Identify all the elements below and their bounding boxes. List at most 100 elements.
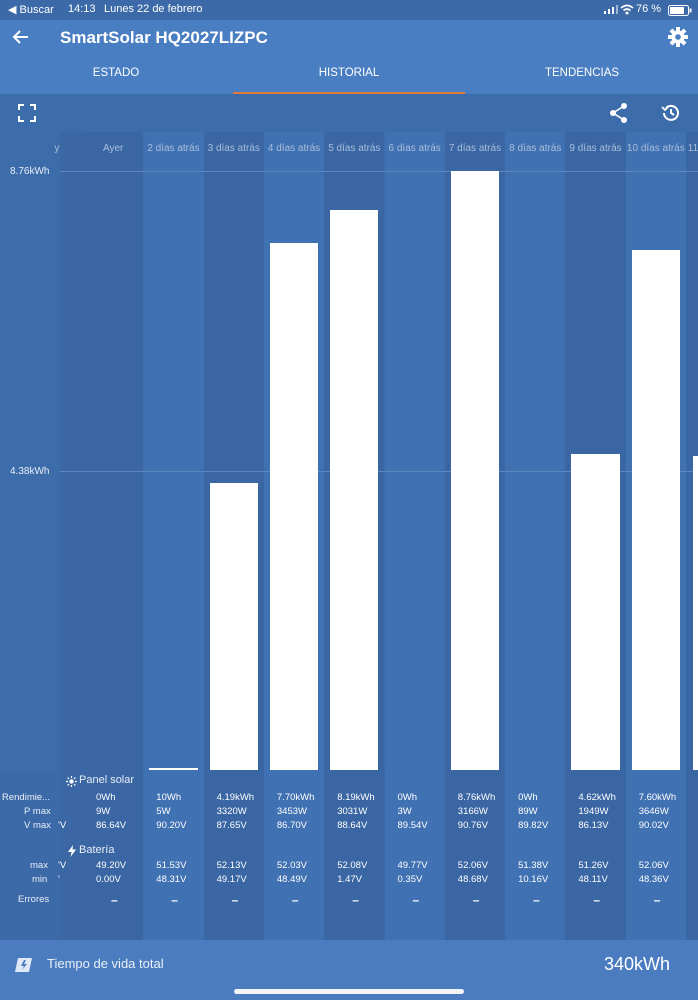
page-title: SmartSolar HQ2027LIZPC — [60, 28, 268, 47]
partial-bar — [693, 456, 698, 770]
history-icon[interactable] — [660, 102, 682, 124]
cell-bat-min: 1.47V — [337, 874, 363, 885]
bar[interactable] — [571, 454, 620, 770]
cell-rendimiento: 7.60kWh — [638, 792, 677, 803]
sun-icon — [66, 774, 77, 792]
column-bg — [505, 132, 566, 940]
bateria-label: Batería — [79, 844, 115, 856]
column-header[interactable]: 4 días atrás — [267, 143, 321, 154]
cell-rendimiento: 8.76kWh — [457, 792, 496, 803]
partial-cell: 'V — [58, 820, 67, 831]
home-indicator[interactable] — [234, 989, 464, 994]
row-label-pmax: P max — [24, 806, 51, 817]
cell-rendimiento: 0Wh — [96, 792, 116, 803]
tab-tendencias[interactable]: TENDENCIAS — [544, 67, 620, 79]
column-bg — [384, 132, 445, 940]
cell-bat-max: 52.08V — [337, 860, 368, 871]
column-header[interactable]: 3 días atrás — [207, 143, 260, 154]
cell-errores: – — [171, 893, 178, 907]
cell-pmax: 3646W — [638, 806, 669, 817]
wifi-icon — [620, 4, 634, 18]
cell-pmax: 3320W — [216, 806, 247, 817]
battery-percent: 76 % — [636, 3, 662, 15]
cell-vmax: 89.82V — [518, 820, 549, 831]
row-label-max: max — [30, 860, 48, 871]
partial-cell: 'V — [58, 860, 67, 871]
column-header[interactable]: 2 días atrás — [147, 143, 200, 154]
cell-bat-max: 52.13V — [216, 860, 247, 871]
column-header[interactable]: 10 días atrás — [626, 143, 685, 154]
cell-bat-min: 48.11V — [578, 874, 608, 885]
cell-vmax: 86.13V — [578, 820, 609, 831]
cell-bat-max: 51.26V — [578, 860, 609, 871]
y-tick-label: 4.38kWh — [10, 466, 50, 477]
bar[interactable] — [450, 171, 500, 770]
column-bg-partial — [60, 132, 83, 940]
cell-vmax: 90.02V — [638, 820, 669, 831]
column-header[interactable]: 9 días atrás — [569, 143, 622, 154]
cell-errores: – — [231, 893, 239, 907]
cell-bat-max: 49.20V — [96, 860, 127, 871]
gridline-mid — [60, 471, 698, 472]
cell-bat-max: 52.03V — [276, 860, 308, 871]
column-header[interactable]: 6 días atrás — [388, 143, 441, 154]
cell-bat-min: 48.68V — [457, 874, 488, 885]
cell-rendimiento: 10Wh — [156, 792, 182, 803]
cell-rendimiento: 0Wh — [397, 792, 418, 803]
column-header[interactable]: Ayer — [102, 143, 124, 154]
cell-pmax: 89W — [518, 806, 538, 817]
expand-icon[interactable] — [16, 102, 38, 124]
cell-errores: – — [533, 893, 540, 907]
tab-estado[interactable]: ESTADO — [92, 67, 140, 79]
app-bar: SmartSolar HQ2027LIZPC ESTADO HISTORIAL … — [0, 20, 698, 94]
column-header[interactable]: 8 días atrás — [509, 143, 562, 154]
cell-errores: – — [593, 893, 601, 907]
gear-icon[interactable] — [666, 25, 690, 49]
cell-rendimiento: 0Wh — [518, 792, 538, 803]
gridline-top — [60, 171, 698, 172]
share-icon[interactable] — [608, 102, 630, 124]
cell-rendimiento: 7.70kWh — [276, 792, 315, 803]
data-table: Panel solar Rendimie... P max V max 'V B… — [0, 772, 698, 940]
cell-vmax: 88.64V — [337, 820, 368, 831]
bar[interactable] — [631, 250, 680, 770]
cell-pmax: 3166W — [457, 806, 488, 817]
column-bg — [83, 132, 144, 940]
row-label-min: min — [32, 874, 48, 885]
cell-errores: – — [291, 893, 299, 907]
bar[interactable] — [149, 768, 198, 770]
solar-panel-icon — [14, 956, 34, 979]
status-date: Lunes 22 de febrero — [104, 3, 203, 15]
row-label-rendimiento: Rendimie... — [2, 792, 51, 803]
status-time: 14:13 — [68, 3, 96, 15]
cell-rendimiento: 8.19kWh — [337, 792, 375, 803]
partial-column-header: 11 — [687, 143, 698, 154]
tab-historial[interactable]: HISTORIAL — [233, 66, 465, 94]
cell-vmax: 89.54V — [397, 820, 428, 831]
column-header[interactable]: 5 días atrás — [328, 143, 381, 154]
lifetime-value: 340kWh — [604, 954, 671, 974]
partial-cell: ' — [58, 874, 60, 885]
cell-bat-min: 48.31V — [156, 874, 187, 885]
cell-errores: – — [352, 893, 359, 907]
cell-vmax: 86.70V — [276, 820, 308, 831]
cell-pmax: 5W — [156, 806, 171, 817]
column-header[interactable]: 7 días atrás — [448, 143, 502, 154]
back-arrow-icon[interactable] — [10, 26, 32, 48]
bar[interactable] — [269, 243, 319, 770]
cell-vmax: 90.20V — [156, 820, 187, 831]
bar[interactable] — [209, 483, 258, 770]
cell-bat-min: 10.16V — [518, 874, 549, 885]
cell-bat-min: 48.49V — [276, 874, 308, 885]
cell-bat-max: 52.06V — [638, 860, 669, 871]
cell-errores: – — [111, 893, 118, 907]
back-to-app[interactable]: ◀ Buscar — [8, 4, 54, 16]
bar[interactable] — [330, 209, 379, 770]
panel-solar-label: Panel solar — [79, 774, 135, 786]
lifetime-label: Tiempo de vida total — [47, 956, 164, 971]
cell-bat-min: 48.36V — [638, 874, 669, 885]
cell-vmax: 90.76V — [457, 820, 488, 831]
status-bar: ◀ Buscar 14:13 Lunes 22 de febrero 76 % — [0, 0, 698, 20]
cell-bat-min: 49.17V — [216, 874, 247, 885]
cell-errores: – — [472, 893, 480, 907]
